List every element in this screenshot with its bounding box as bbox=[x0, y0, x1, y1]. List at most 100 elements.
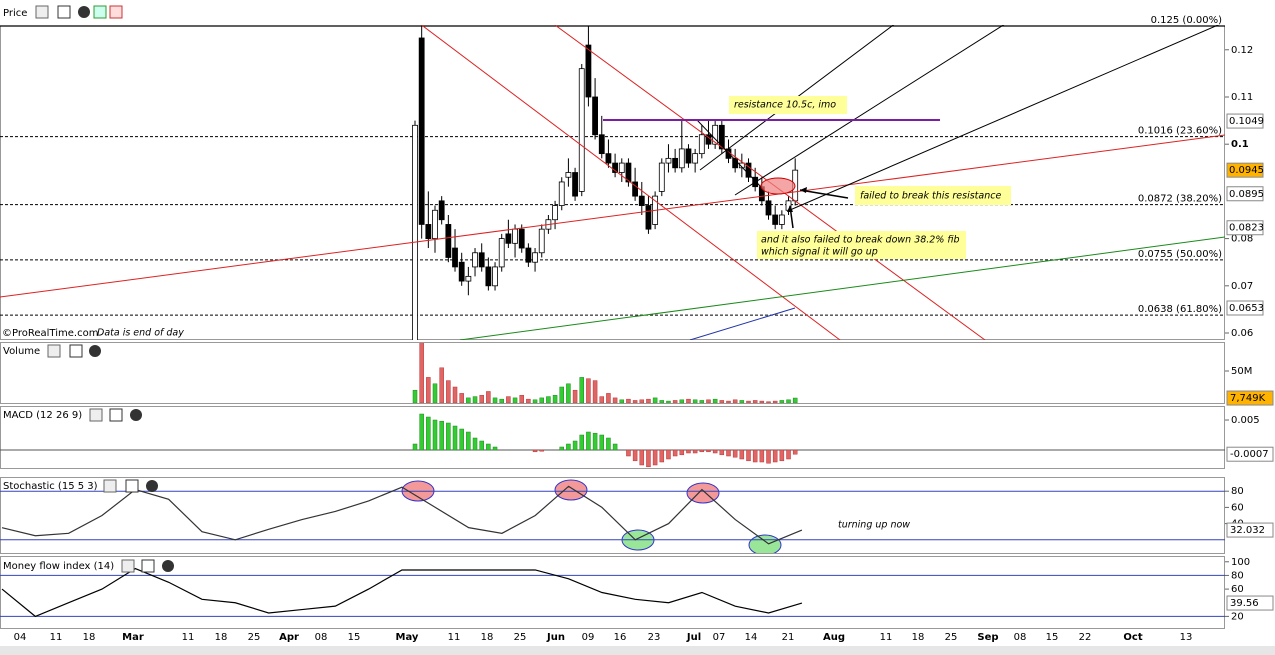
close-icon[interactable] bbox=[78, 6, 90, 18]
bar bbox=[719, 449, 725, 456]
candle-body bbox=[538, 228, 545, 254]
macd-panel bbox=[0, 406, 1225, 469]
bar bbox=[499, 398, 504, 403]
y-tick-label: 80 bbox=[1231, 486, 1244, 497]
macd-layer bbox=[0, 413, 1225, 468]
annotation: failed to break this resistance bbox=[860, 191, 1001, 202]
window-icon[interactable] bbox=[57, 5, 71, 19]
y-tick-label: 0.12 bbox=[1231, 45, 1253, 56]
bar bbox=[586, 431, 591, 451]
note-box bbox=[729, 96, 847, 114]
x-tick-label: 18 bbox=[912, 632, 925, 643]
price-marker-label: 0.0895 bbox=[1229, 189, 1264, 200]
close-icon[interactable] bbox=[130, 409, 142, 421]
candle-body bbox=[432, 209, 438, 240]
settings-icon[interactable] bbox=[89, 408, 103, 422]
panel-icons[interactable] bbox=[35, 5, 174, 573]
bar bbox=[479, 395, 484, 403]
candle-body bbox=[565, 172, 572, 178]
x-tick-label: 16 bbox=[614, 632, 627, 643]
candle-body bbox=[578, 68, 585, 192]
bar bbox=[746, 400, 751, 403]
bar bbox=[726, 400, 731, 403]
candle-body bbox=[665, 157, 672, 164]
bar bbox=[606, 437, 611, 451]
down-icon[interactable] bbox=[109, 5, 123, 19]
close-icon[interactable] bbox=[146, 480, 158, 492]
bar bbox=[752, 449, 758, 463]
bar bbox=[666, 449, 671, 460]
candle-body bbox=[592, 96, 598, 136]
stochastic-panel bbox=[0, 477, 1225, 554]
bar bbox=[412, 443, 418, 451]
close-icon[interactable] bbox=[162, 560, 174, 572]
bar bbox=[566, 383, 571, 403]
y-tick-label: 0.005 bbox=[1231, 415, 1260, 426]
last-value-label: 39.56 bbox=[1230, 598, 1259, 609]
x-tick-label: Jun bbox=[546, 632, 565, 643]
bar bbox=[512, 397, 518, 403]
bar bbox=[679, 449, 685, 456]
window-icon[interactable] bbox=[69, 344, 83, 358]
bar bbox=[572, 389, 578, 403]
y-tick-label: 0.07 bbox=[1231, 281, 1253, 292]
candle-body bbox=[718, 124, 725, 150]
panel-title: Price bbox=[3, 8, 27, 19]
bar bbox=[532, 399, 538, 403]
x-tick-label: 18 bbox=[481, 632, 494, 643]
bar bbox=[686, 449, 691, 454]
bar bbox=[792, 449, 798, 455]
bar bbox=[599, 434, 605, 451]
highlight bbox=[554, 479, 588, 501]
bar bbox=[466, 397, 471, 403]
bar bbox=[652, 449, 658, 466]
fib-label: 0.0872 (38.20%) bbox=[1138, 194, 1222, 205]
panel-title: Money flow index (14) bbox=[3, 561, 114, 572]
bar bbox=[459, 393, 464, 403]
x-tick-label: 15 bbox=[348, 632, 361, 643]
x-tick-label: Jul bbox=[686, 632, 701, 643]
y-tick-label: 50M bbox=[1231, 366, 1252, 377]
trendline bbox=[689, 307, 796, 340]
y-tick-label: 100 bbox=[1231, 557, 1250, 568]
bar bbox=[586, 378, 591, 403]
candle-body bbox=[418, 37, 425, 225]
bar bbox=[446, 380, 451, 403]
y-tick-label: 60 bbox=[1231, 584, 1244, 595]
note: Data is end of day bbox=[97, 328, 184, 339]
window-icon[interactable] bbox=[125, 479, 139, 493]
settings-icon[interactable] bbox=[47, 344, 61, 358]
bar bbox=[486, 391, 491, 403]
up-icon[interactable] bbox=[93, 5, 107, 19]
trendline bbox=[0, 134, 1225, 298]
x-tick-label: 11 bbox=[182, 632, 195, 643]
panel-headers: Price Volume MACD (12 26 9) Stochastic (… bbox=[3, 8, 114, 572]
x-tick-label: 25 bbox=[248, 632, 261, 643]
settings-icon[interactable] bbox=[35, 5, 49, 19]
bar bbox=[419, 413, 424, 451]
bar bbox=[639, 449, 645, 466]
bar bbox=[419, 343, 424, 403]
price-marker bbox=[1226, 220, 1264, 236]
bar bbox=[779, 449, 785, 462]
settings-icon[interactable] bbox=[121, 559, 135, 573]
candle-body bbox=[585, 44, 592, 98]
panel-title: Stochastic (15 5 3) bbox=[3, 481, 98, 492]
close-icon[interactable] bbox=[89, 345, 101, 357]
x-tick-label: 09 bbox=[582, 632, 595, 643]
bar bbox=[592, 380, 598, 403]
bar bbox=[599, 396, 605, 403]
bar bbox=[739, 400, 745, 403]
highlight bbox=[760, 177, 796, 195]
settings-icon[interactable] bbox=[103, 479, 117, 493]
x-tick-label: 07 bbox=[713, 632, 726, 643]
window-icon[interactable] bbox=[141, 559, 155, 573]
x-tick-label: 11 bbox=[50, 632, 63, 643]
candle-body bbox=[485, 266, 492, 287]
mfi-layer bbox=[0, 567, 1225, 618]
window-icon[interactable] bbox=[109, 408, 123, 422]
bar bbox=[579, 377, 584, 403]
last-value-box bbox=[1226, 522, 1274, 538]
panel-title: Volume bbox=[3, 346, 40, 357]
